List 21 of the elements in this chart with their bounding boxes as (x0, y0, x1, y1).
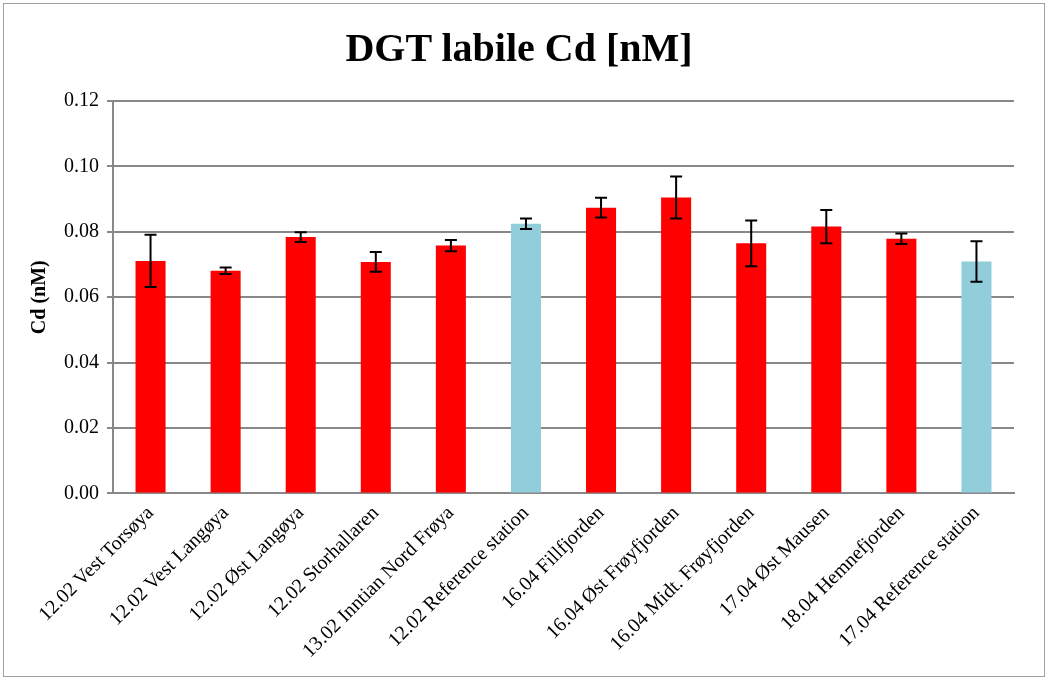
chart-title: DGT labile Cd [nM] (345, 25, 693, 71)
bar (360, 261, 391, 493)
y-tick-label: 0.12 (64, 88, 99, 111)
y-axis-title: Cd (nM) (27, 260, 51, 335)
bar (285, 237, 316, 493)
bar (886, 238, 917, 493)
bar (961, 261, 992, 493)
bar (510, 223, 541, 493)
bar (661, 197, 692, 493)
bar (586, 207, 617, 493)
bar (210, 270, 241, 493)
y-tick-label: 0.00 (64, 480, 99, 503)
y-tick-label: 0.10 (64, 153, 99, 176)
y-tick-label: 0.08 (64, 219, 99, 242)
y-tick-label: 0.02 (64, 415, 99, 438)
bar (811, 226, 842, 493)
y-tick-label: 0.06 (64, 284, 99, 307)
bar (435, 245, 466, 493)
bar (736, 243, 767, 493)
bar (135, 260, 166, 493)
y-tick-label: 0.04 (64, 349, 99, 372)
